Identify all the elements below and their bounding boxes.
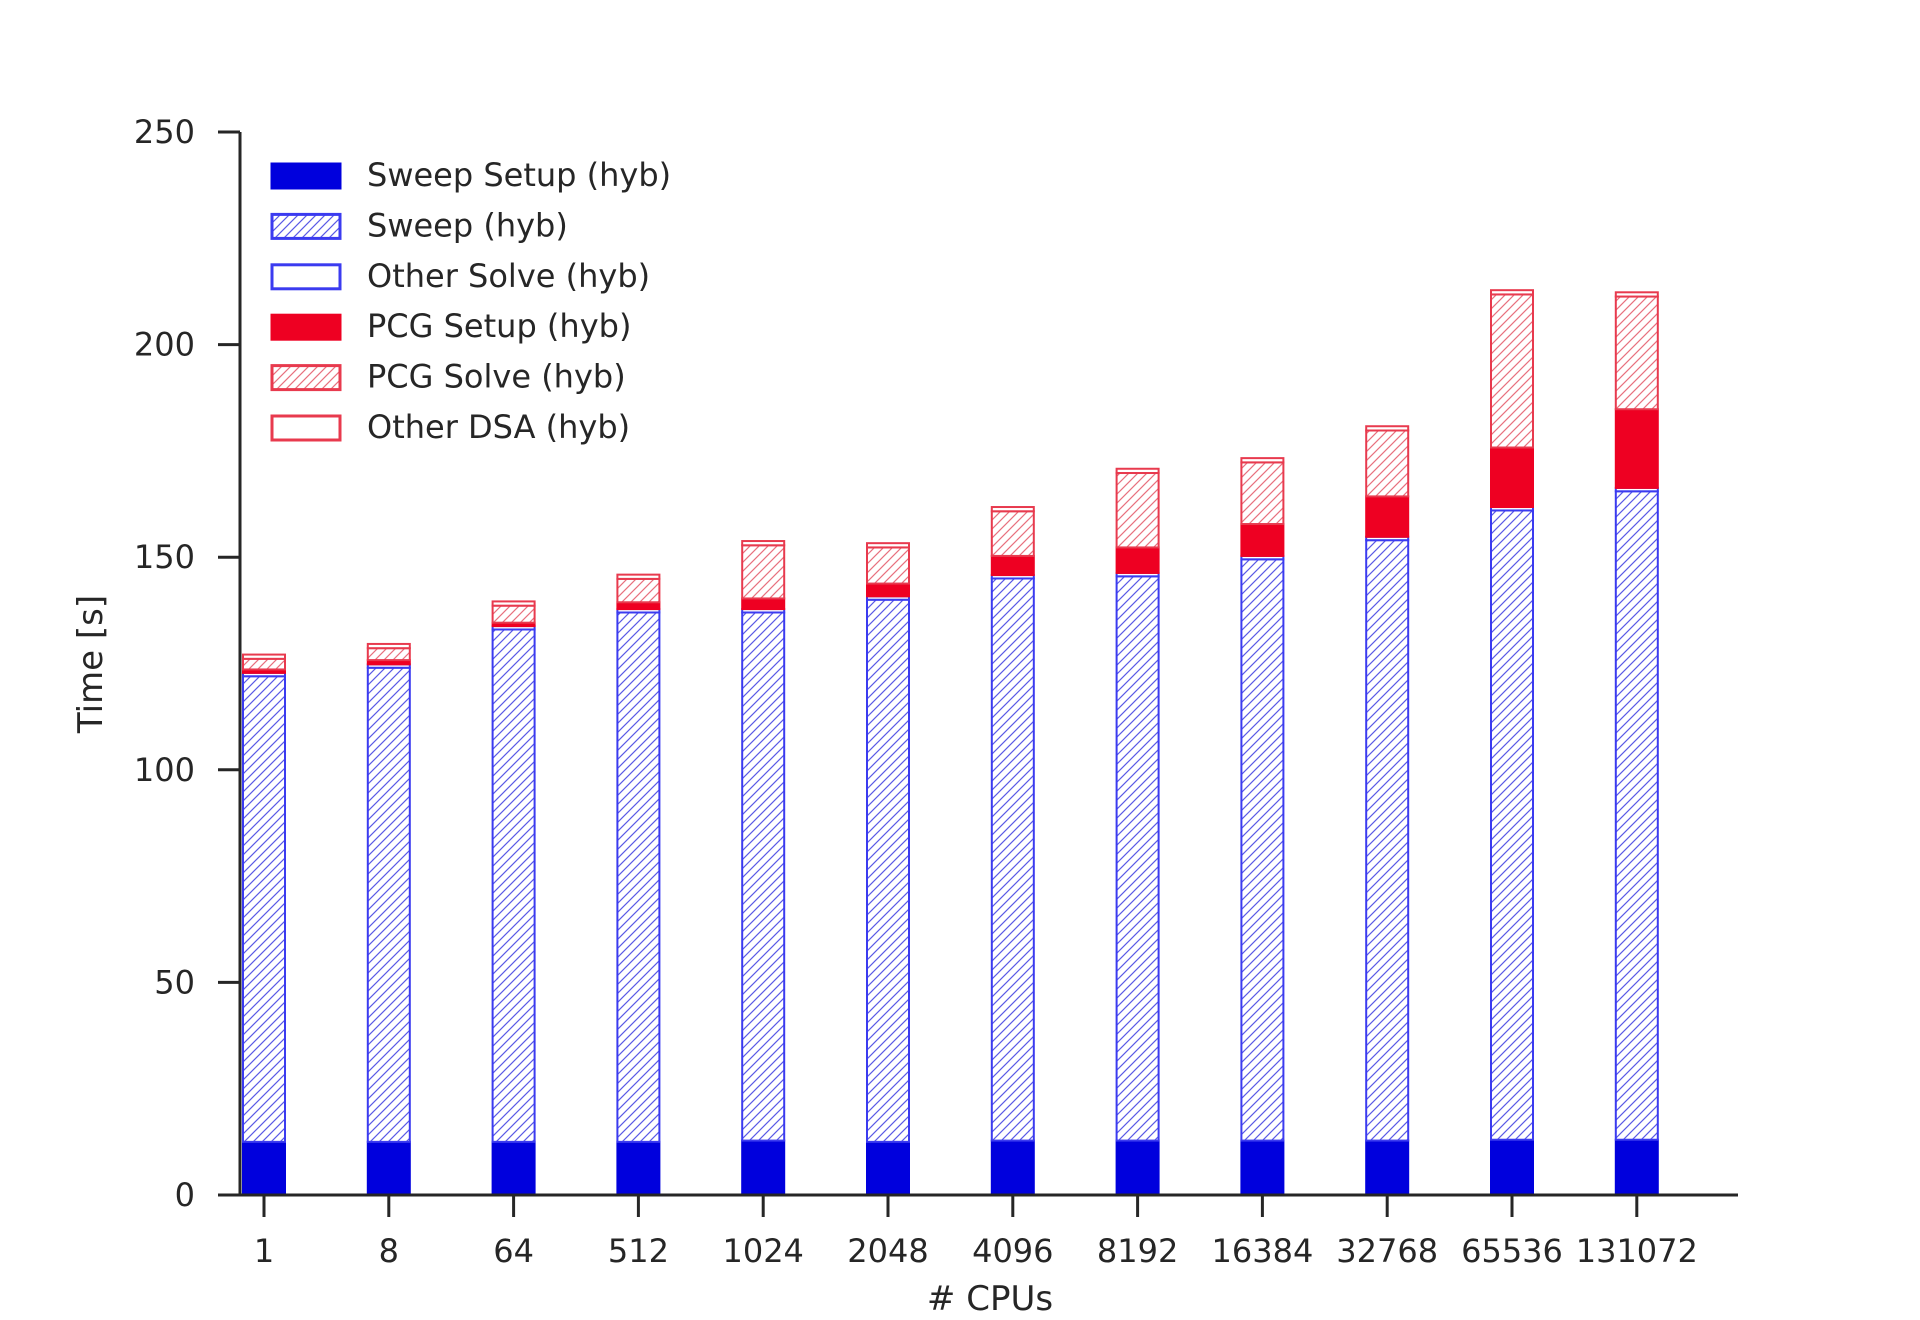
bar-segment-pcg-solve-hyb-2048 [866, 546, 910, 585]
x-tick-label: 64 [493, 1232, 534, 1270]
bar-segment-sweep-hyb-131072 [1614, 490, 1659, 1141]
bars-layer [242, 289, 1659, 1196]
axes [220, 132, 1738, 1197]
bar-segment-pcg-solve-hyb-16384 [1240, 461, 1285, 526]
bar-segment-pcg-solve-hyb-64 [491, 604, 536, 624]
bar-segment-pcg-setup-hyb-131072 [1614, 408, 1659, 489]
bar-segment-pcg-setup-hyb-2048 [866, 582, 910, 598]
legend-swatch [270, 364, 342, 392]
legend-label: Sweep (hyb) [367, 206, 568, 244]
bar-segment-pcg-solve-hyb-1 [242, 657, 286, 671]
bar-segment-sweep-setup-hyb-1024 [741, 1139, 786, 1196]
bar-segment-other-dsa-hyb-16384 [1240, 457, 1285, 464]
x-tick-label: 512 [608, 1232, 669, 1270]
bar-segment-other-dsa-hyb-64 [491, 600, 536, 607]
x-tick-label: 1024 [722, 1232, 803, 1270]
bar-segment-other-dsa-hyb-65536 [1490, 289, 1534, 296]
bar-segment-other-dsa-hyb-1 [242, 653, 286, 660]
bar-segment-sweep-hyb-512 [616, 611, 661, 1143]
legend-swatch [270, 212, 342, 240]
bar-segment-sweep-setup-hyb-1 [242, 1140, 286, 1196]
bar-segment-pcg-solve-hyb-8 [366, 647, 411, 662]
x-tick-label: 1 [254, 1232, 274, 1270]
bar-segment-other-dsa-hyb-1024 [741, 540, 786, 547]
bar-segment-other-dsa-hyb-2048 [866, 542, 910, 549]
bar-segment-pcg-setup-hyb-65536 [1490, 446, 1534, 509]
bar-segment-sweep-hyb-8 [366, 666, 411, 1143]
legend-label: PCG Solve (hyb) [367, 358, 626, 396]
bar-segment-sweep-hyb-1024 [741, 611, 786, 1142]
x-tick-label: 8 [379, 1232, 399, 1270]
legend-label: Sweep Setup (hyb) [367, 156, 671, 194]
x-ticks: 1 8 64 512 1024 2048 4096 8192 16384 32768 65536 13… [254, 1195, 1698, 1270]
bar-segment-pcg-solve-hyb-1024 [741, 544, 786, 600]
bar-segment-other-dsa-hyb-8 [366, 642, 411, 650]
x-tick-label: 8192 [1097, 1232, 1178, 1270]
legend-label: Other Solve (hyb) [367, 257, 650, 295]
bar-segment-sweep-setup-hyb-65536 [1490, 1138, 1534, 1196]
bar-segment-pcg-setup-hyb-4096 [990, 554, 1035, 577]
bar-segment-sweep-setup-hyb-2048 [866, 1140, 910, 1196]
bar-segment-sweep-setup-hyb-32768 [1365, 1139, 1410, 1196]
y-ticks: 0 50 100 150 200 250 [134, 113, 240, 1214]
x-tick-label: 2048 [847, 1232, 928, 1270]
legend-swatch [270, 414, 342, 442]
bar-segment-pcg-setup-hyb-1024 [741, 597, 786, 611]
legend-label: PCG Setup (hyb) [367, 307, 631, 345]
x-tick-label: 65536 [1461, 1232, 1563, 1270]
bar-segment-sweep-setup-hyb-16384 [1240, 1139, 1285, 1196]
bar-segment-sweep-setup-hyb-64 [491, 1140, 536, 1196]
y-axis-label: Time [s] [71, 595, 111, 734]
bar-segment-sweep-setup-hyb-4096 [990, 1139, 1035, 1196]
bar-segment-other-dsa-hyb-32768 [1365, 425, 1410, 432]
bar-segment-pcg-setup-hyb-512 [616, 601, 661, 611]
bar-segment-sweep-hyb-2048 [866, 598, 910, 1143]
bar-segment-sweep-hyb-4096 [990, 577, 1035, 1142]
bar-segment-pcg-solve-hyb-512 [616, 577, 661, 604]
bar-segment-sweep-hyb-64 [491, 628, 536, 1143]
bar-segment-pcg-setup-hyb-8192 [1115, 546, 1160, 574]
bar-segment-sweep-hyb-8192 [1115, 575, 1160, 1142]
bar-segment-pcg-setup-hyb-16384 [1240, 523, 1285, 557]
y-tick-label: 100 [134, 751, 195, 789]
y-tick-label: 0 [175, 1176, 195, 1214]
bar-segment-pcg-setup-hyb-32768 [1365, 495, 1410, 538]
x-tick-label: 131072 [1576, 1232, 1698, 1270]
bar-segment-other-dsa-hyb-131072 [1614, 291, 1659, 298]
bar-segment-other-dsa-hyb-8192 [1115, 467, 1160, 475]
y-tick-label: 50 [154, 963, 195, 1001]
legend: Sweep Setup (hyb) Sweep (hyb) Other Solve … [270, 156, 671, 446]
bar-segment-pcg-solve-hyb-8192 [1115, 472, 1160, 549]
bar-segment-sweep-hyb-16384 [1240, 558, 1285, 1142]
bar-segment-pcg-solve-hyb-32768 [1365, 429, 1410, 498]
x-tick-label: 4096 [972, 1232, 1053, 1270]
legend-label: Other DSA (hyb) [367, 408, 630, 446]
legend-swatch [270, 313, 342, 341]
bar-segment-pcg-solve-hyb-131072 [1614, 295, 1659, 411]
x-tick-label: 16384 [1212, 1232, 1314, 1270]
bar-segment-pcg-solve-hyb-65536 [1490, 293, 1534, 449]
x-axis-label: # CPUs [927, 1279, 1053, 1319]
bar-segment-sweep-setup-hyb-8192 [1115, 1139, 1160, 1196]
bar-segment-other-dsa-hyb-512 [616, 573, 661, 580]
bar-segment-sweep-setup-hyb-131072 [1614, 1138, 1659, 1196]
y-tick-label: 200 [134, 326, 195, 364]
bar-segment-sweep-setup-hyb-512 [616, 1140, 661, 1196]
bar-segment-sweep-hyb-32768 [1365, 539, 1410, 1142]
y-tick-label: 150 [134, 538, 195, 576]
bar-segment-sweep-hyb-1 [242, 675, 286, 1143]
legend-swatch [270, 162, 342, 190]
bar-segment-sweep-hyb-65536 [1490, 509, 1534, 1141]
y-tick-label: 250 [134, 113, 195, 151]
bar-segment-sweep-setup-hyb-8 [366, 1140, 411, 1196]
bar-segment-other-dsa-hyb-4096 [990, 506, 1035, 513]
x-tick-label: 32768 [1336, 1232, 1438, 1270]
legend-swatch [270, 263, 342, 291]
bar-segment-pcg-solve-hyb-4096 [990, 510, 1035, 557]
